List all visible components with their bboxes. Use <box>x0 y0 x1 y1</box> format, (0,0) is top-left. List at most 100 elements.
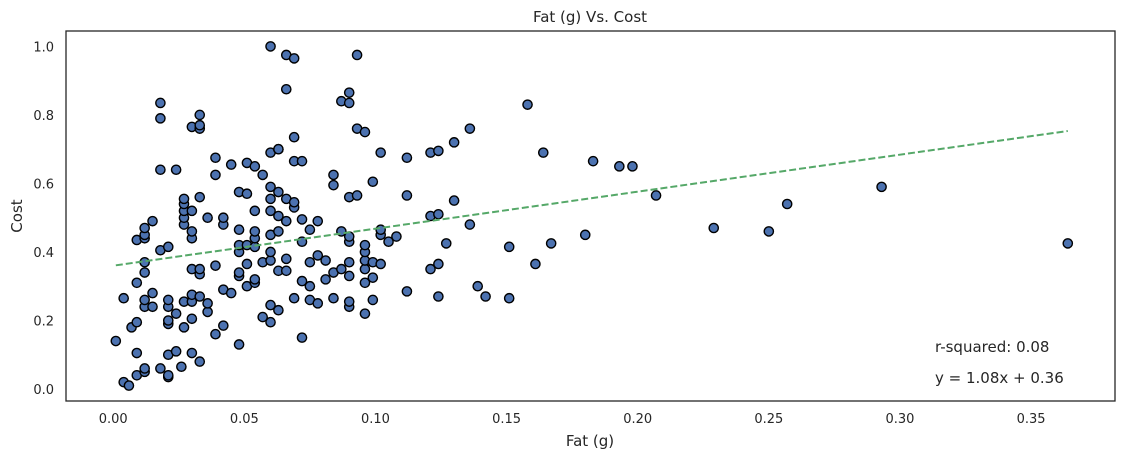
data-point <box>1062 238 1074 249</box>
data-point <box>194 191 206 203</box>
data-point <box>296 275 308 287</box>
data-point <box>280 83 292 95</box>
y-tick-labels: 0.0 0.2 0.4 0.6 0.8 1.0 <box>33 40 54 398</box>
data-point <box>537 147 549 158</box>
data-point <box>257 169 268 181</box>
data-point <box>265 181 276 193</box>
y-tick-label: 0.8 <box>33 109 54 124</box>
data-point <box>186 205 198 217</box>
y-axis-label: Cost <box>8 199 26 232</box>
data-point <box>614 161 625 172</box>
data-point <box>343 256 355 268</box>
y-tick-label: 0.0 <box>33 383 54 398</box>
x-tick-label: 0.10 <box>361 412 390 427</box>
data-point <box>210 169 221 181</box>
data-point <box>147 301 158 313</box>
data-point <box>162 370 174 381</box>
data-point <box>273 186 284 198</box>
data-point <box>296 155 308 167</box>
data-point <box>312 215 324 227</box>
data-point <box>401 286 413 297</box>
data-point <box>343 97 355 109</box>
y-tick-label: 0.4 <box>33 246 54 261</box>
data-point <box>162 241 174 253</box>
data-point <box>162 315 174 326</box>
data-point <box>343 87 355 98</box>
data-point <box>359 126 371 138</box>
data-point <box>131 316 143 328</box>
data-point <box>288 196 300 208</box>
data-point <box>265 316 276 328</box>
data-point <box>579 229 591 241</box>
data-point <box>162 294 174 306</box>
data-point <box>359 239 371 251</box>
data-point <box>194 263 206 275</box>
data-point <box>708 222 720 234</box>
data-point <box>375 258 387 270</box>
data-point <box>781 198 793 210</box>
data-point <box>545 238 557 249</box>
data-point <box>433 145 444 157</box>
data-point <box>448 195 460 206</box>
r-squared-annotation: r-squared: 0.08 <box>935 338 1049 356</box>
data-point <box>139 294 150 306</box>
data-point <box>587 155 599 167</box>
data-point <box>472 280 484 292</box>
data-point <box>210 152 221 164</box>
data-point <box>186 226 198 237</box>
data-point <box>328 179 339 191</box>
data-point <box>391 231 402 242</box>
data-point <box>464 219 476 230</box>
data-point <box>296 332 308 343</box>
x-tick-label: 0.35 <box>1017 412 1046 427</box>
data-point <box>178 322 190 333</box>
data-point <box>194 119 206 131</box>
data-point <box>312 298 324 309</box>
data-point <box>202 306 213 318</box>
data-point <box>503 292 515 304</box>
data-point <box>155 164 166 176</box>
data-point <box>375 147 387 158</box>
x-tick-label: 0.20 <box>623 412 652 427</box>
data-point <box>233 224 245 236</box>
data-point <box>265 255 276 266</box>
x-tick-label: 0.05 <box>230 412 259 427</box>
data-point <box>131 347 143 359</box>
data-point <box>351 190 363 201</box>
data-point <box>273 304 284 316</box>
data-point <box>155 363 166 374</box>
data-point <box>110 335 122 347</box>
data-point <box>288 53 300 64</box>
data-point <box>351 49 363 61</box>
data-point <box>273 143 284 155</box>
data-point <box>433 258 444 270</box>
data-point <box>433 208 444 220</box>
data-point <box>210 260 221 271</box>
data-point <box>336 263 347 275</box>
data-point <box>170 308 182 319</box>
data-point <box>249 274 261 285</box>
data-point <box>155 113 166 124</box>
data-point <box>202 298 213 309</box>
data-point <box>359 263 371 275</box>
data-point <box>257 311 268 323</box>
data-point <box>448 137 460 148</box>
data-point <box>288 131 300 143</box>
y-tick-label: 1.0 <box>33 40 54 55</box>
data-point <box>241 258 253 270</box>
data-point <box>155 97 166 109</box>
data-point <box>401 190 413 201</box>
data-point <box>280 253 292 265</box>
data-point <box>265 193 276 205</box>
data-point <box>233 267 245 278</box>
equation-annotation: y = 1.08x + 0.36 <box>935 369 1064 387</box>
data-point <box>280 265 292 277</box>
data-point <box>425 263 436 275</box>
chart-title: Fat (g) Vs. Cost <box>533 8 647 26</box>
data-point <box>241 188 253 200</box>
data-point <box>359 277 371 289</box>
data-point <box>131 277 143 289</box>
data-point <box>480 291 491 302</box>
data-point <box>225 159 237 170</box>
